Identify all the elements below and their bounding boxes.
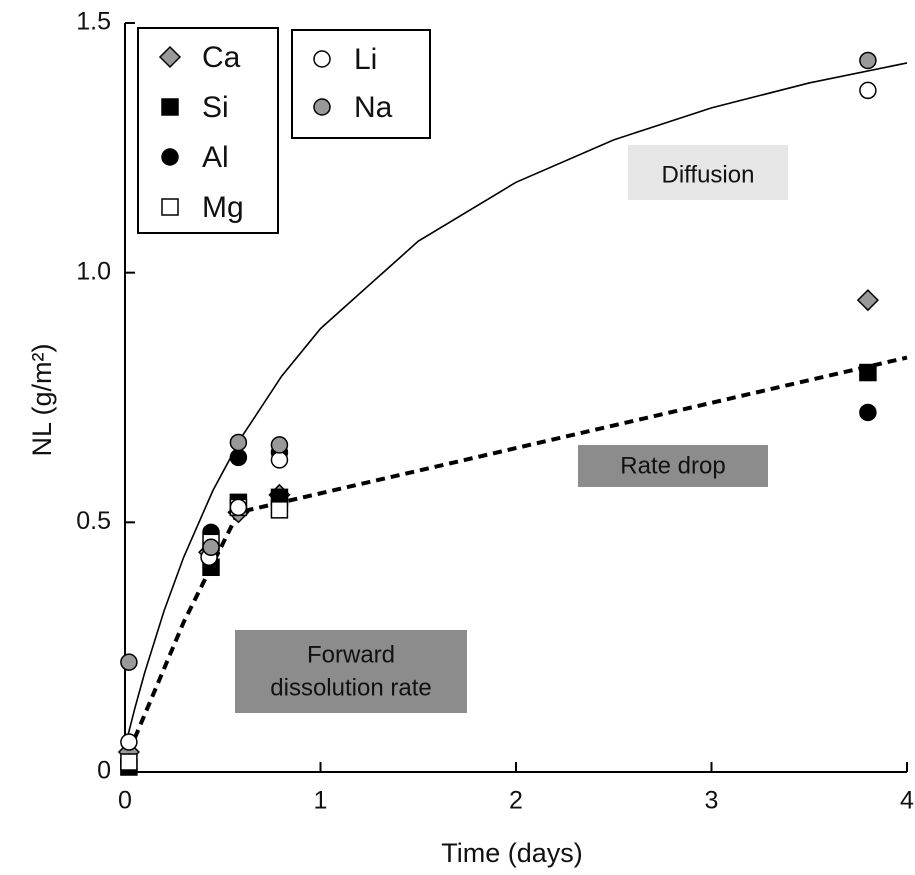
marker	[161, 148, 179, 166]
marker	[270, 436, 289, 454]
x-axis-label: Time (days)	[441, 838, 583, 868]
annotation-box	[578, 445, 768, 487]
marker	[202, 538, 220, 557]
y-tick-label: 1.0	[76, 257, 111, 285]
annotation-box	[628, 145, 788, 200]
marker	[158, 45, 182, 69]
x-tick-label: 2	[509, 787, 523, 815]
x-tick-label: 1	[314, 787, 328, 815]
marker	[859, 403, 877, 422]
marker	[229, 448, 248, 467]
legend-label: Al	[202, 141, 229, 174]
marker	[229, 498, 248, 517]
marker	[120, 753, 138, 771]
y-tick-label: 1.5	[76, 8, 111, 36]
fit-line	[124, 62, 908, 748]
marker	[161, 98, 179, 116]
x-tick-label: 0	[118, 787, 132, 815]
annotation: dissolution rate	[270, 674, 431, 701]
marker	[313, 50, 331, 68]
annotation: Forward	[307, 641, 395, 668]
marker	[859, 363, 877, 382]
marker	[859, 81, 877, 100]
annotation: Rate drop	[620, 452, 725, 479]
annotation: Diffusion	[662, 161, 755, 188]
annotation-box	[235, 630, 467, 713]
legend-label: Mg	[202, 191, 244, 224]
y-axis-label: NL (g/m²)	[27, 344, 57, 457]
marker	[270, 501, 289, 519]
marker	[856, 289, 879, 312]
legend-label: Ca	[202, 41, 241, 74]
x-tick-label: 3	[705, 787, 719, 815]
legend-label: Na	[354, 91, 393, 124]
legend-label: Si	[202, 91, 229, 124]
marker	[229, 433, 248, 452]
marker	[161, 198, 179, 216]
marker	[313, 98, 331, 116]
y-tick-label: 0.5	[76, 507, 111, 535]
marker	[270, 451, 289, 469]
marker	[859, 51, 877, 70]
marker	[120, 733, 138, 751]
marker	[120, 653, 138, 671]
legend-box	[291, 29, 431, 139]
y-tick-label: 0	[97, 757, 111, 785]
legend-label: Li	[354, 43, 377, 76]
x-tick-label: 4	[900, 787, 914, 815]
